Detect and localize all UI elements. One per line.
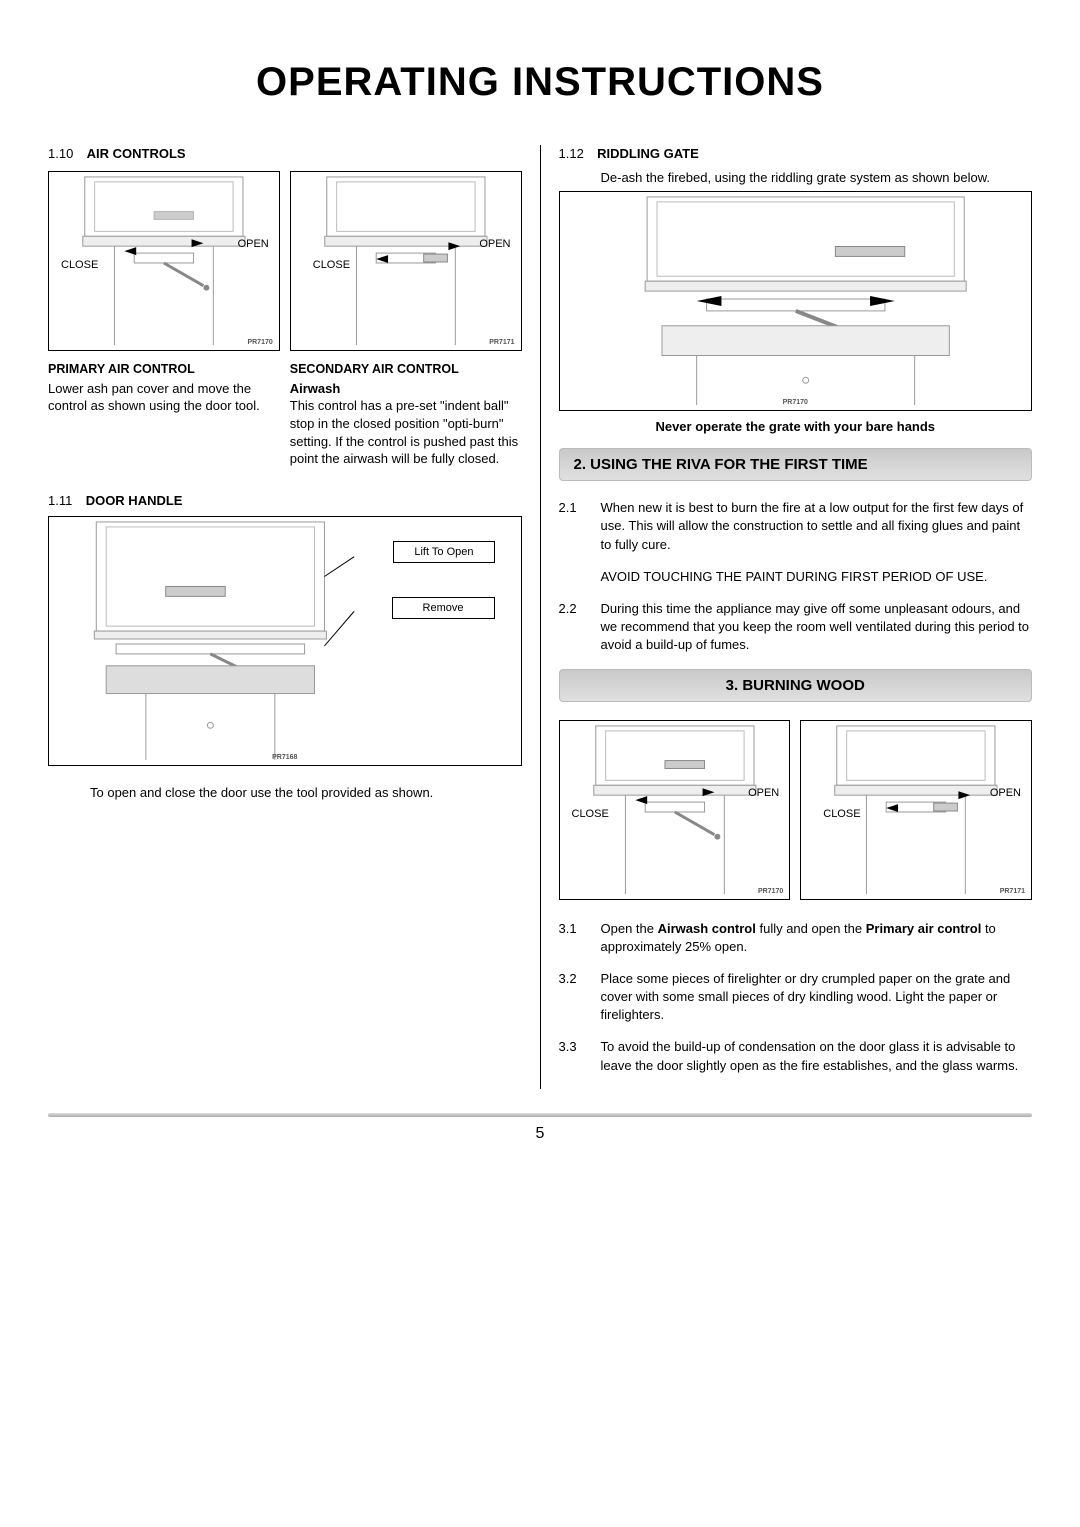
diagram-code: PR7171 [489,339,514,346]
lift-to-open-label: Lift To Open [393,541,494,563]
paragraph-2-1b: AVOID TOUCHING THE PAINT DURING FIRST PE… [559,568,1033,586]
footer-rule [48,1113,1032,1117]
page-title: OPERATING INSTRUCTIONS [48,60,1032,105]
caption-title: SECONDARY AIR CONTROL [290,361,522,378]
para-number: 2.2 [559,600,587,655]
paragraph-3-2: 3.2 Place some pieces of firelighter or … [559,970,1033,1025]
section-1-12-heading: 1.12 RIDDLING GATE [559,145,1033,163]
diagram-code: PR7168 [272,754,297,761]
door-handle-text: To open and close the door use the tool … [48,784,522,802]
open-label: OPEN [479,238,510,250]
grate-warning: Never operate the grate with your bare h… [559,419,1033,434]
section-number: 1.11 [48,493,72,508]
close-label: CLOSE [313,259,350,271]
section-heading: AIR CONTROLS [87,146,186,161]
para-text: Place some pieces of firelighter or dry … [601,970,1033,1025]
secondary-air-diagram: CLOSE OPEN PR7171 [290,171,522,351]
section-1-11-heading: 1.11 DOOR HANDLE [48,492,522,510]
close-label: CLOSE [61,259,98,271]
remove-label: Remove [392,597,495,619]
section-number: 1.12 [559,146,584,161]
diagram-code: PR7170 [247,339,272,346]
section-heading: RIDDLING GATE [597,146,699,161]
section-3-bar: 3. BURNING WOOD [559,669,1033,702]
air-control-captions: PRIMARY AIR CONTROL Lower ash pan cover … [48,361,522,468]
open-label: OPEN [238,238,269,250]
paragraph-2-1: 2.1 When new it is best to burn the fire… [559,499,1033,554]
open-label: OPEN [990,787,1021,799]
diagram-code: PR7171 [1000,888,1025,895]
riddling-intro: De-ash the firebed, using the riddling g… [559,169,1033,187]
paragraph-3-3: 3.3 To avoid the build-up of condensatio… [559,1038,1033,1074]
primary-air-diagram: CLOSE OPEN PR7170 [48,171,280,351]
diagram-code: PR7170 [783,399,808,406]
section-2-bar: 2. USING THE RIVA FOR THE FIRST TIME [559,448,1033,481]
section-number: 1.10 [48,146,73,161]
caption-text: Lower ash pan cover and move the control… [48,380,280,415]
section-1-10-heading: 1.10 AIR CONTROLS [48,145,522,163]
diagram-code: PR7170 [758,888,783,895]
burning-primary-diagram: CLOSE OPEN PR7170 [559,720,791,900]
caption-text: This control has a pre-set "indent ball"… [290,397,522,467]
riddling-diagram-icon [560,192,1032,410]
para-text: To avoid the build-up of condensation on… [601,1038,1033,1074]
para-text: During this time the appliance may give … [601,600,1033,655]
para-text: When new it is best to burn the fire at … [601,499,1033,554]
section-heading: DOOR HANDLE [86,493,183,508]
body-text: De-ash the firebed, using the riddling g… [601,169,1033,187]
para-number: 3.3 [559,1038,587,1074]
close-label: CLOSE [823,808,860,820]
air-controls-diagrams: CLOSE OPEN PR7170 CLOSE OPEN [48,171,522,351]
body-text: To open and close the door use the tool … [90,784,522,802]
riddling-diagram: PR7170 [559,191,1033,411]
door-handle-diagram: Lift To Open Remove PR7168 [48,516,522,766]
caption-subtitle: Airwash [290,380,522,398]
right-column: 1.12 RIDDLING GATE De-ash the firebed, u… [541,145,1033,1089]
primary-caption: PRIMARY AIR CONTROL Lower ash pan cover … [48,361,280,468]
caption-title: PRIMARY AIR CONTROL [48,361,280,378]
para-text: Open the Airwash control fully and open … [601,920,1033,956]
para-number: 3.1 [559,920,587,956]
close-label: CLOSE [572,808,609,820]
secondary-caption: SECONDARY AIR CONTROL Airwash This contr… [290,361,522,468]
burning-wood-diagrams: CLOSE OPEN PR7170 CLOSE OPEN [559,720,1033,900]
two-column-layout: 1.10 AIR CONTROLS CL [48,145,1032,1089]
page-number: 5 [48,1125,1032,1143]
para-text: AVOID TOUCHING THE PAINT DURING FIRST PE… [601,568,1033,586]
open-label: OPEN [748,787,779,799]
left-column: 1.10 AIR CONTROLS CL [48,145,540,1089]
paragraph-2-2: 2.2 During this time the appliance may g… [559,600,1033,655]
burning-secondary-diagram: CLOSE OPEN PR7171 [800,720,1032,900]
paragraph-3-1: 3.1 Open the Airwash control fully and o… [559,920,1033,956]
para-number: 3.2 [559,970,587,1025]
para-number: 2.1 [559,499,587,554]
